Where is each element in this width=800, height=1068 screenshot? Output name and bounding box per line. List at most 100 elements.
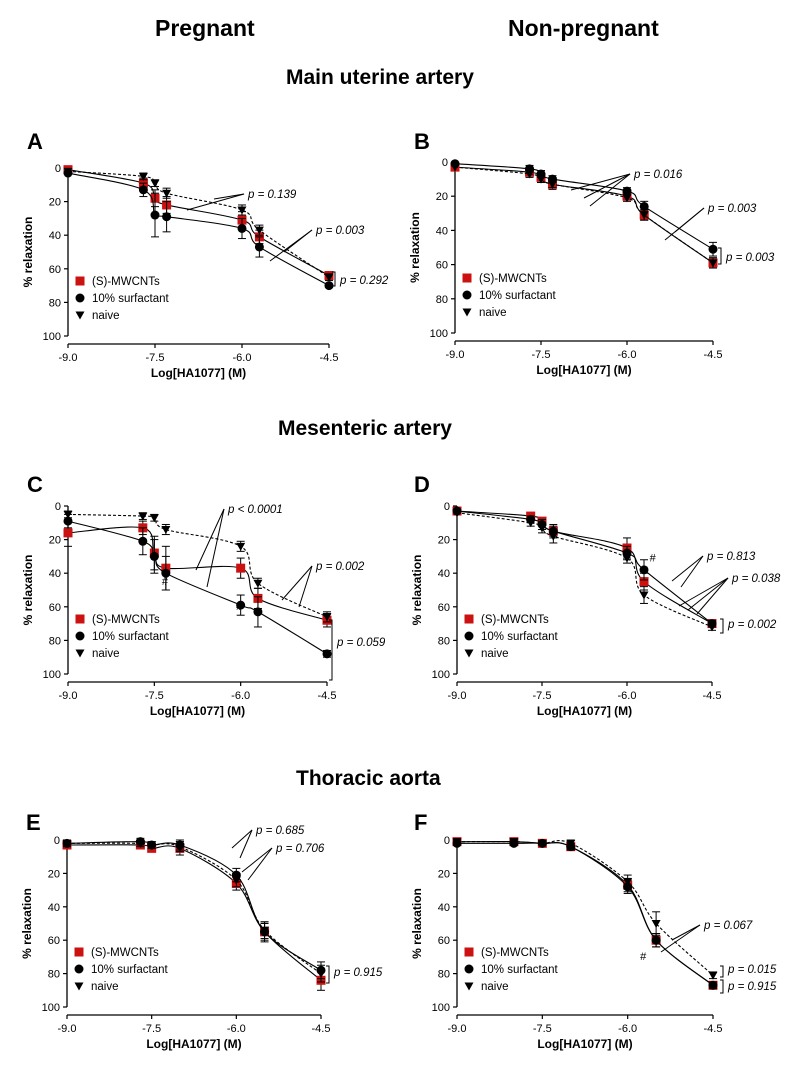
panel-letter: D bbox=[414, 472, 430, 497]
legend-item: naive bbox=[462, 307, 507, 319]
data-point-triangle bbox=[537, 839, 547, 848]
legend-label: naive bbox=[481, 981, 509, 993]
legend-item: (S)-MWCNTs bbox=[462, 273, 547, 285]
data-point-triangle bbox=[622, 554, 632, 563]
legend-label: 10% surfactant bbox=[479, 290, 557, 302]
panel-letter: F bbox=[414, 810, 427, 835]
y-tick-label: 20 bbox=[49, 535, 61, 547]
data-point-triangle bbox=[322, 613, 332, 622]
p-value-annotation: p = 0.915 bbox=[720, 979, 777, 994]
p-value-annotation: p = 0.915 bbox=[326, 965, 383, 984]
x-tick-label: -7.5 bbox=[146, 352, 165, 364]
legend-label: naive bbox=[91, 981, 119, 993]
y-axis-title: % relaxation bbox=[410, 888, 424, 959]
annotation-pointer bbox=[589, 173, 631, 207]
data-point-circle bbox=[651, 935, 661, 945]
p-value-annotation: p = 0.003 bbox=[718, 247, 775, 265]
legend-item: 10% surfactant bbox=[74, 964, 169, 976]
x-tick-label: -9.0 bbox=[59, 352, 78, 364]
data-point-triangle bbox=[526, 519, 536, 528]
legend-label: naive bbox=[479, 307, 507, 319]
legend-item: 10% surfactant bbox=[464, 964, 559, 976]
y-tick-label: 100 bbox=[43, 331, 61, 343]
legend-triangle-icon bbox=[75, 649, 85, 658]
series-10-surfactant bbox=[63, 513, 332, 659]
annotation-bracket bbox=[720, 965, 724, 978]
panel-b: B0 20 40 60 80 100 -9.0 -7.5 -6.0 -4.5 Log[HA1077]… bbox=[408, 129, 775, 377]
y-tick-label: 20 bbox=[438, 868, 450, 880]
y-tick-label: 60 bbox=[436, 260, 448, 272]
p-value-text: p = 0.002 bbox=[727, 619, 777, 631]
x-axis-title: Log[HA1077] (M) bbox=[536, 363, 631, 377]
p-value-annotation: p = 0.003 bbox=[664, 203, 757, 241]
data-point-circle bbox=[162, 212, 172, 222]
series-naive bbox=[63, 510, 332, 623]
y-tick-label: 40 bbox=[438, 902, 450, 914]
series-10-surfactant bbox=[63, 168, 334, 291]
annotation-pointer bbox=[680, 555, 704, 588]
data-point-triangle bbox=[452, 838, 462, 847]
fit-line bbox=[456, 512, 713, 628]
p-value-text: p = 0.003 bbox=[707, 203, 757, 215]
p-value-annotation: p < 0.0001 bbox=[195, 504, 283, 588]
fit-line bbox=[456, 510, 713, 625]
x-tick-label: -7.5 bbox=[145, 690, 164, 702]
y-axis-title: % relaxation bbox=[21, 217, 35, 288]
data-point-square bbox=[236, 563, 246, 573]
legend-circle-icon bbox=[464, 964, 474, 974]
annotation-pointer bbox=[687, 577, 729, 611]
x-axis-title: Log[HA1077] (M) bbox=[146, 1037, 241, 1051]
data-point-triangle bbox=[63, 167, 73, 176]
legend-item: (S)-MWCNTs bbox=[464, 614, 549, 626]
data-point-circle bbox=[138, 185, 148, 195]
legend-label: 10% surfactant bbox=[92, 631, 170, 643]
legend-triangle-icon bbox=[464, 982, 474, 991]
fit-line bbox=[66, 844, 322, 981]
y-tick-label: 20 bbox=[48, 868, 60, 880]
annotation-bracket bbox=[720, 979, 724, 994]
legend-label: (S)-MWCNTs bbox=[92, 276, 160, 288]
x-tick-label: -7.5 bbox=[533, 690, 552, 702]
data-point-triangle bbox=[547, 180, 557, 189]
p-value-annotation: p = 0.139 bbox=[186, 189, 297, 211]
series-naive bbox=[452, 509, 717, 632]
fit-line bbox=[67, 169, 330, 277]
p-value-text: p = 0.813 bbox=[706, 551, 756, 563]
data-point-triangle bbox=[708, 971, 718, 980]
x-axis-title: Log[HA1077] (M) bbox=[537, 704, 632, 718]
legend-item: naive bbox=[464, 648, 509, 660]
legend-label: (S)-MWCNTs bbox=[481, 947, 549, 959]
p-value-text: p = 0.139 bbox=[247, 189, 297, 201]
data-point-triangle bbox=[316, 970, 326, 979]
legend-square-icon bbox=[74, 947, 84, 957]
annotation-bracket bbox=[720, 618, 724, 634]
legend-label: (S)-MWCNTs bbox=[91, 947, 159, 959]
legend-triangle-icon bbox=[462, 308, 472, 317]
x-tick-label: -9.0 bbox=[448, 1023, 467, 1035]
data-point-circle bbox=[149, 551, 159, 561]
data-point-triangle bbox=[236, 542, 246, 551]
y-tick-label: 40 bbox=[438, 568, 450, 580]
annotation-pointer bbox=[674, 207, 705, 233]
legend-square-icon bbox=[464, 614, 474, 624]
legend-square-icon bbox=[75, 614, 85, 624]
annotation-bracket bbox=[332, 271, 336, 287]
data-point-circle bbox=[708, 244, 718, 254]
p-value-text: p = 0.002 bbox=[315, 561, 365, 573]
y-axis-title: % relaxation bbox=[20, 888, 34, 959]
y-tick-label: 40 bbox=[48, 902, 60, 914]
fit-line bbox=[454, 166, 714, 264]
p-value-annotation: p = 0.015 bbox=[720, 964, 777, 978]
x-tick-label: -9.0 bbox=[446, 349, 465, 361]
p-value-text: p = 0.016 bbox=[633, 169, 683, 181]
y-tick-label: 80 bbox=[436, 294, 448, 306]
p-value-text: p = 0.915 bbox=[333, 967, 383, 979]
series--s-mwcnts bbox=[63, 165, 334, 281]
panel-letter: B bbox=[414, 129, 430, 154]
panel-letter: E bbox=[26, 810, 41, 835]
y-tick-label: 0 bbox=[444, 835, 450, 847]
panel-letter: C bbox=[27, 472, 43, 497]
data-point-square bbox=[639, 577, 649, 587]
data-point-triangle bbox=[452, 509, 462, 518]
